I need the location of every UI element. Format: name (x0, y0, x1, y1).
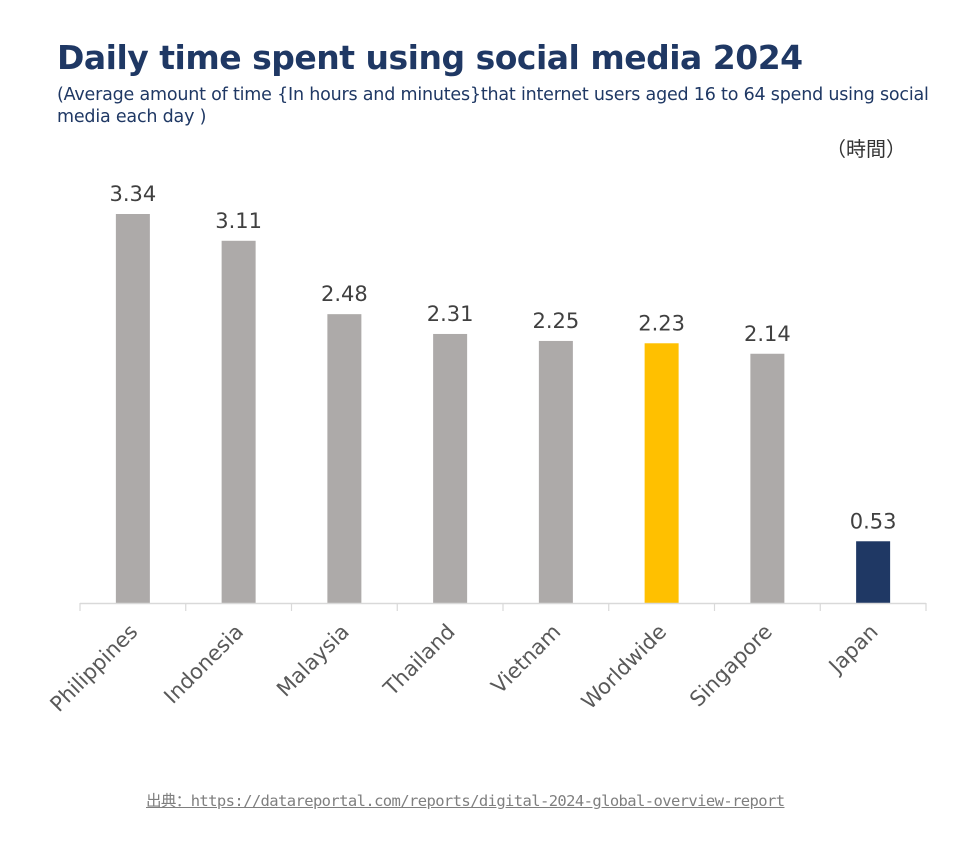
x-tick-label-singapore: Singapore (685, 620, 777, 712)
bar-japan (856, 541, 891, 603)
data-label-singapore: 2.14 (744, 322, 791, 346)
x-tick-label-japan: Japan (823, 620, 883, 680)
data-label-worldwide: 2.23 (638, 311, 685, 335)
bar-worldwide (644, 343, 679, 603)
unit-label: （時間） (826, 137, 906, 161)
x-tick-label-worldwide: Worldwide (577, 620, 671, 714)
source-link[interactable]: 出典：https://datareportal.com/reports/digi… (146, 792, 785, 810)
data-label-thailand: 2.31 (427, 302, 474, 326)
bar-philippines (115, 214, 150, 603)
data-label-japan: 0.53 (850, 509, 897, 533)
bar-vietnam (538, 340, 573, 603)
bar-malaysia (327, 314, 362, 603)
chart-subtitle: (Average amount of time {In hours and mi… (57, 85, 929, 127)
x-tick-label-thailand: Thailand (378, 620, 459, 701)
x-tick-labels-group: Philippines Indonesia Malaysia Thailand Viet… (45, 620, 882, 717)
chart-title: Daily time spent using social media 2024 (57, 38, 803, 77)
data-label-philippines: 3.34 (109, 182, 156, 206)
data-labels-group: 3.34 3.11 2.48 2.31 2.25 2.23 2.14 0.53 (109, 182, 896, 533)
bar-singapore (750, 353, 785, 603)
x-axis (79, 602, 927, 611)
x-tick-label-malaysia: Malaysia (272, 620, 354, 702)
x-tick-label-philippines: Philippines (45, 620, 142, 717)
data-label-vietnam: 2.25 (532, 309, 579, 333)
data-label-indonesia: 3.11 (215, 209, 262, 233)
bars-group (115, 214, 891, 604)
x-tick-label-vietnam: Vietnam (487, 620, 566, 699)
data-label-malaysia: 2.48 (321, 282, 368, 306)
bar-indonesia (221, 240, 256, 604)
bar-thailand (433, 333, 468, 603)
x-tick-label-indonesia: Indonesia (159, 620, 248, 709)
